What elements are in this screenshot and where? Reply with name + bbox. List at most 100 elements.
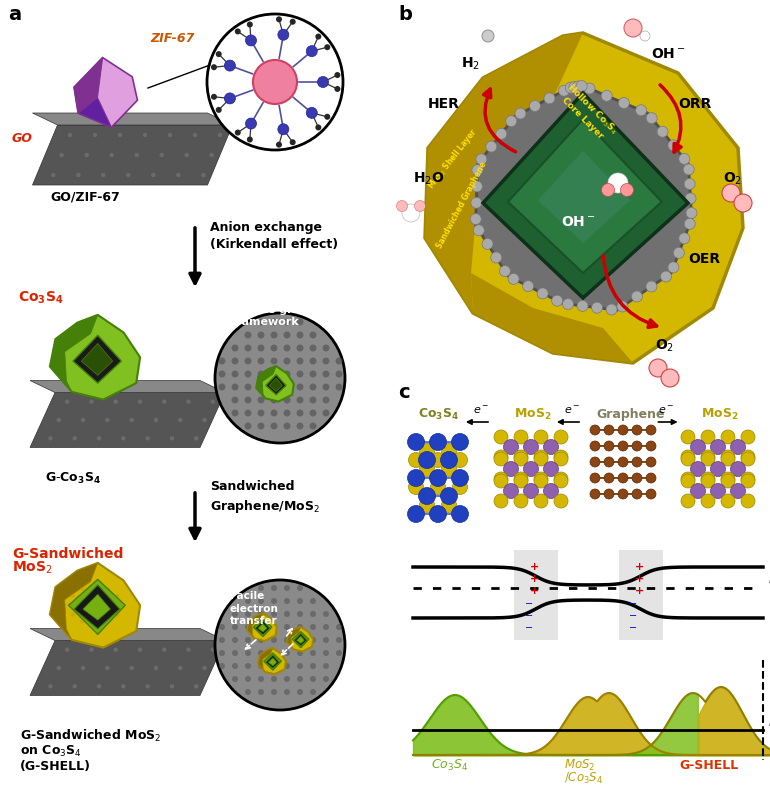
Circle shape: [544, 440, 558, 455]
Circle shape: [270, 345, 277, 351]
Circle shape: [72, 436, 77, 441]
Circle shape: [679, 233, 690, 244]
Circle shape: [219, 637, 225, 643]
Circle shape: [284, 650, 290, 656]
Circle shape: [258, 637, 264, 643]
Polygon shape: [425, 33, 743, 363]
Text: $-$: $-$: [628, 621, 638, 631]
Text: +: +: [634, 574, 644, 584]
Circle shape: [324, 114, 330, 119]
Circle shape: [271, 666, 273, 668]
Text: $Co_3S_4$: $Co_3S_4$: [431, 758, 468, 773]
Circle shape: [258, 585, 264, 591]
Circle shape: [284, 676, 290, 682]
Circle shape: [257, 422, 265, 430]
Polygon shape: [296, 636, 304, 644]
Circle shape: [336, 384, 343, 391]
Circle shape: [407, 433, 424, 451]
Text: $\bf{Co_3S_4}$: $\bf{Co_3S_4}$: [18, 290, 63, 306]
Circle shape: [257, 410, 265, 417]
Circle shape: [731, 483, 745, 498]
Circle shape: [186, 648, 191, 652]
Circle shape: [604, 425, 614, 435]
Circle shape: [301, 641, 303, 642]
Circle shape: [294, 641, 296, 642]
Circle shape: [159, 153, 164, 157]
Circle shape: [565, 82, 576, 93]
Circle shape: [407, 470, 424, 486]
Circle shape: [215, 313, 345, 443]
Circle shape: [296, 410, 303, 417]
Circle shape: [268, 657, 270, 658]
Circle shape: [296, 358, 303, 365]
Circle shape: [97, 436, 101, 441]
Circle shape: [451, 433, 468, 451]
Circle shape: [73, 603, 78, 607]
Circle shape: [646, 473, 656, 483]
Circle shape: [265, 660, 266, 662]
Circle shape: [296, 384, 303, 391]
Circle shape: [93, 589, 97, 593]
Circle shape: [621, 184, 634, 196]
Polygon shape: [287, 627, 301, 649]
Circle shape: [284, 611, 290, 617]
Polygon shape: [253, 619, 272, 637]
Text: O$_2$: O$_2$: [655, 338, 675, 354]
Circle shape: [169, 684, 174, 688]
Circle shape: [207, 14, 343, 150]
Circle shape: [494, 494, 508, 508]
Circle shape: [303, 634, 304, 635]
Circle shape: [685, 218, 695, 229]
Circle shape: [203, 418, 206, 422]
Circle shape: [273, 663, 275, 664]
Circle shape: [323, 637, 329, 643]
Circle shape: [283, 396, 290, 403]
Polygon shape: [258, 648, 273, 672]
Circle shape: [494, 452, 508, 466]
Circle shape: [245, 422, 252, 430]
Circle shape: [276, 142, 282, 148]
Circle shape: [258, 623, 259, 624]
Text: Sandwiched
Graphene/MoS$_2$: Sandwiched Graphene/MoS$_2$: [210, 480, 320, 515]
Circle shape: [186, 399, 191, 404]
Circle shape: [514, 472, 528, 486]
Circle shape: [109, 153, 114, 157]
Circle shape: [101, 172, 105, 177]
Circle shape: [741, 494, 755, 508]
Polygon shape: [74, 58, 102, 113]
Circle shape: [269, 630, 270, 631]
Circle shape: [470, 214, 481, 225]
Circle shape: [268, 662, 270, 663]
Circle shape: [232, 624, 238, 630]
Circle shape: [270, 663, 271, 664]
Circle shape: [420, 461, 434, 476]
Circle shape: [245, 358, 252, 365]
Circle shape: [254, 623, 256, 625]
Circle shape: [721, 450, 735, 464]
Circle shape: [267, 624, 268, 626]
Circle shape: [711, 440, 725, 455]
Circle shape: [80, 587, 85, 591]
Circle shape: [211, 94, 217, 100]
Circle shape: [178, 666, 182, 670]
Circle shape: [119, 603, 123, 607]
Circle shape: [646, 281, 657, 292]
Circle shape: [604, 473, 614, 483]
Text: $-$: $-$: [628, 609, 638, 619]
Circle shape: [617, 301, 628, 312]
Circle shape: [317, 77, 329, 88]
Circle shape: [685, 193, 696, 204]
Circle shape: [310, 611, 316, 617]
Circle shape: [297, 663, 303, 669]
Circle shape: [486, 141, 497, 152]
Circle shape: [102, 591, 107, 595]
Circle shape: [323, 410, 330, 417]
Circle shape: [691, 483, 705, 498]
Text: +: +: [530, 562, 539, 572]
Circle shape: [257, 384, 265, 391]
Circle shape: [441, 461, 457, 476]
Polygon shape: [256, 366, 294, 402]
Circle shape: [303, 643, 304, 645]
Circle shape: [268, 664, 270, 666]
Circle shape: [253, 60, 297, 104]
